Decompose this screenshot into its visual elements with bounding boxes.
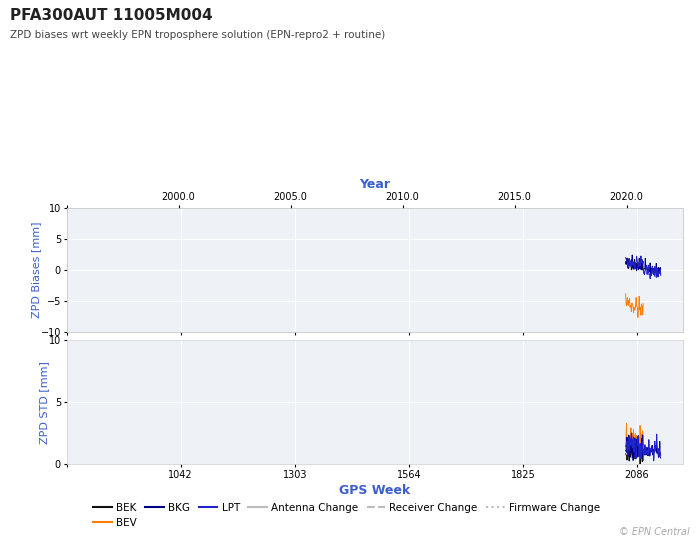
- Text: © EPN Central: © EPN Central: [619, 527, 690, 537]
- X-axis label: Year: Year: [359, 178, 390, 191]
- Text: PFA300AUT 11005M004: PFA300AUT 11005M004: [10, 8, 213, 23]
- Legend: BEK, BEV, BKG, LPT, Antenna Change, Receiver Change, Firmware Change: BEK, BEV, BKG, LPT, Antenna Change, Rece…: [89, 498, 604, 532]
- Y-axis label: ZPD STD [mm]: ZPD STD [mm]: [39, 361, 50, 443]
- Y-axis label: ZPD Biases [mm]: ZPD Biases [mm]: [32, 222, 41, 319]
- X-axis label: GPS Week: GPS Week: [339, 484, 410, 497]
- Text: ZPD biases wrt weekly EPN troposphere solution (EPN-repro2 + routine): ZPD biases wrt weekly EPN troposphere so…: [10, 30, 386, 40]
